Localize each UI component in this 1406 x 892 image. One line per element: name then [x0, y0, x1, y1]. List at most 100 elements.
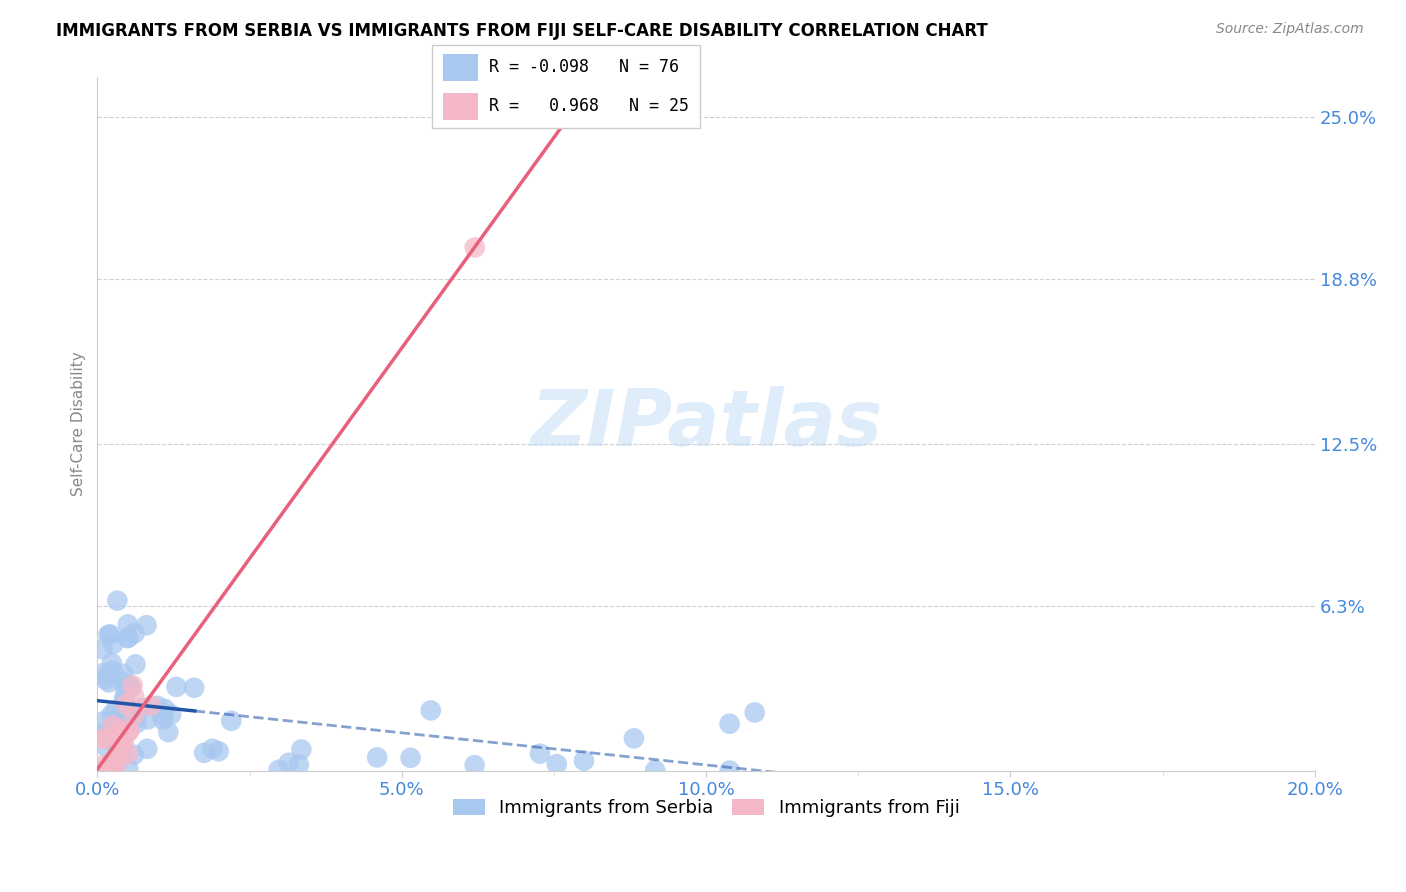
Point — [623, 731, 645, 746]
Point — [718, 764, 741, 778]
Point — [114, 682, 136, 697]
Text: Source: ZipAtlas.com: Source: ZipAtlas.com — [1216, 22, 1364, 37]
Text: R =   0.968   N = 25: R = 0.968 N = 25 — [489, 97, 689, 115]
Point — [104, 721, 127, 735]
Point — [108, 749, 131, 764]
Point — [118, 679, 141, 693]
Point — [91, 666, 114, 681]
Point — [744, 706, 766, 720]
Point — [107, 755, 129, 769]
Text: IMMIGRANTS FROM SERBIA VS IMMIGRANTS FROM FIJI SELF-CARE DISABILITY CORRELATION : IMMIGRANTS FROM SERBIA VS IMMIGRANTS FRO… — [56, 22, 988, 40]
Point — [105, 593, 128, 607]
Y-axis label: Self-Care Disability: Self-Care Disability — [72, 351, 86, 497]
Point — [572, 754, 595, 768]
Bar — [443, 54, 478, 81]
Point — [111, 737, 134, 751]
Point — [100, 755, 122, 769]
Point — [117, 761, 139, 775]
Point — [121, 678, 143, 692]
Point — [93, 714, 115, 729]
Point — [146, 698, 169, 713]
Point — [98, 762, 121, 776]
Text: R = -0.098   N = 76: R = -0.098 N = 76 — [489, 59, 679, 77]
Point — [97, 667, 120, 681]
Point — [183, 681, 205, 695]
Point — [165, 680, 187, 694]
Point — [464, 758, 486, 772]
Point — [366, 750, 388, 764]
Point — [96, 740, 118, 755]
Point — [150, 708, 173, 723]
Point — [399, 751, 422, 765]
Point — [93, 758, 115, 772]
Point — [125, 716, 148, 731]
Point — [121, 703, 143, 717]
Point — [103, 730, 125, 744]
Point — [718, 716, 741, 731]
Point — [94, 673, 117, 687]
Point — [107, 720, 129, 734]
Point — [112, 690, 135, 705]
Point — [288, 757, 311, 772]
Legend: Immigrants from Serbia, Immigrants from Fiji: Immigrants from Serbia, Immigrants from … — [446, 791, 967, 824]
Point — [135, 618, 157, 632]
Point — [111, 674, 134, 689]
Point — [136, 713, 159, 727]
Point — [93, 764, 115, 778]
Point — [101, 656, 124, 670]
Point — [93, 731, 115, 746]
Point — [91, 642, 114, 657]
Point — [101, 718, 124, 732]
Point — [546, 757, 568, 772]
FancyBboxPatch shape — [432, 45, 700, 128]
Point — [105, 758, 128, 772]
Bar — [443, 93, 478, 120]
Point — [115, 697, 138, 711]
Text: ZIPatlas: ZIPatlas — [530, 386, 882, 462]
Point — [120, 681, 142, 695]
Point — [201, 741, 224, 756]
Point — [118, 723, 141, 738]
Point — [124, 626, 146, 640]
Point — [208, 744, 231, 758]
Point — [131, 701, 153, 715]
Point — [124, 708, 146, 723]
Point — [117, 631, 139, 645]
Point — [117, 725, 139, 739]
Point — [104, 754, 127, 768]
Point — [117, 747, 139, 761]
Point — [97, 675, 120, 690]
Point — [105, 739, 128, 753]
Point — [157, 725, 180, 739]
Point — [290, 742, 312, 756]
Point — [104, 703, 127, 717]
Point — [117, 631, 139, 645]
Point — [111, 739, 134, 754]
Point — [277, 756, 299, 770]
Point — [644, 764, 666, 778]
Point — [111, 715, 134, 730]
Point — [97, 628, 120, 642]
Point — [122, 690, 145, 704]
Point — [267, 763, 290, 777]
Point — [110, 745, 132, 759]
Point — [153, 702, 176, 716]
Point — [193, 746, 215, 760]
Point — [139, 698, 162, 713]
Point — [124, 657, 146, 672]
Point — [114, 693, 136, 707]
Point — [93, 726, 115, 740]
Point — [105, 730, 128, 744]
Point — [529, 747, 551, 761]
Point — [117, 617, 139, 632]
Point — [101, 664, 124, 678]
Point — [101, 764, 124, 778]
Point — [152, 713, 174, 727]
Point — [104, 713, 127, 727]
Point — [219, 714, 242, 728]
Point — [419, 703, 441, 717]
Point — [112, 736, 135, 750]
Point — [107, 729, 129, 743]
Point — [464, 240, 486, 254]
Point — [100, 707, 122, 722]
